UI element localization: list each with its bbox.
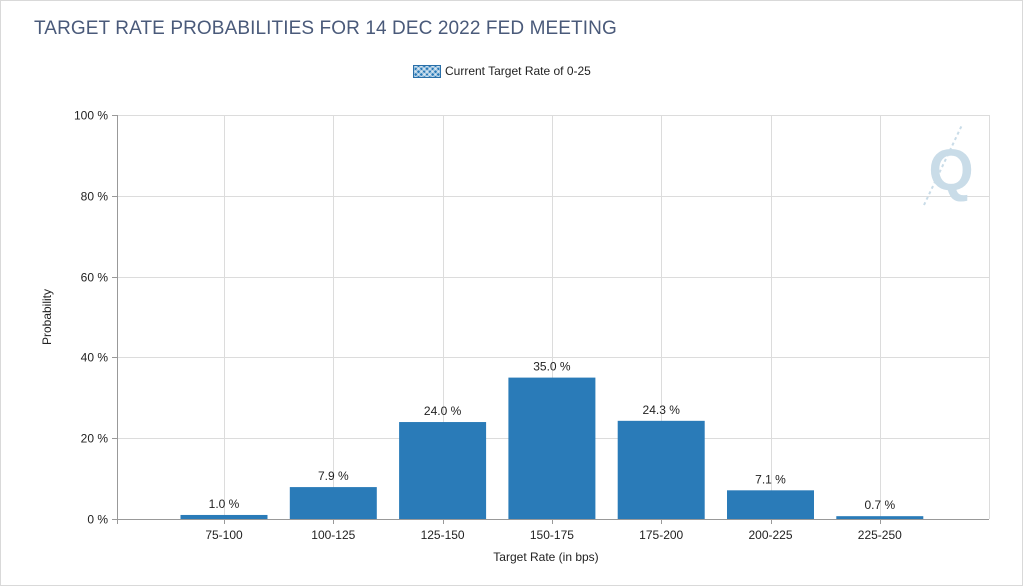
bar-200-225[interactable] [727,490,814,519]
q-logo-icon: Q [923,124,974,206]
x-tick-label: 150-175 [530,528,574,542]
data-label-150-175: 35.0 % [533,360,571,374]
axes: 0 % 20 % 40 % 60 % 80 % 100 % 75-100 100-125 125… [74,109,989,542]
data-label-225-250: 0.7 % [864,498,895,512]
x-axis-title: Target Rate (in bps) [493,550,598,564]
data-label-75-100: 1.0 % [209,497,240,511]
legend-swatch [413,64,441,78]
y-tick-label: 80 % [81,190,109,204]
legend-label: Current Target Rate of 0-25 [445,64,591,78]
legend[interactable]: Current Target Rate of 0-25 [413,63,591,79]
y-tick-label: 100 % [74,109,108,123]
x-tick-label: 175-200 [639,528,683,542]
y-tick-label: 60 % [81,271,109,285]
y-tick-label: 0 % [87,513,108,527]
svg-text:Q: Q [928,138,973,203]
bars: 1.0 % 7.9 % 24.0 % 35.0 % 24.3 % 7.1 % 0.7 % [180,360,924,519]
x-tick-label: 200-225 [748,528,792,542]
chart-title: TARGET RATE PROBABILITIES FOR 14 DEC 202… [34,18,617,39]
bar-125-150[interactable] [399,422,487,519]
x-tick-label: 225-250 [858,528,902,542]
data-label-200-225: 7.1 % [755,472,786,486]
x-tick-label: 75-100 [205,528,243,542]
x-tick-label: 100-125 [311,528,355,542]
data-label-125-150: 24.0 % [424,404,462,418]
bar-75-100[interactable] [180,514,268,519]
bar-175-200[interactable] [617,420,705,519]
data-label-175-200: 24.3 % [643,403,681,417]
y-axis-title: Probability [40,289,54,345]
x-tick-label: 125-150 [421,528,465,542]
y-tick-label: 40 % [81,351,109,365]
bar-225-250[interactable] [836,516,924,519]
bar-100-125[interactable] [289,487,377,519]
y-tick-label: 20 % [81,432,109,446]
bar-150-175[interactable] [508,377,596,519]
data-label-100-125: 7.9 % [318,469,349,483]
